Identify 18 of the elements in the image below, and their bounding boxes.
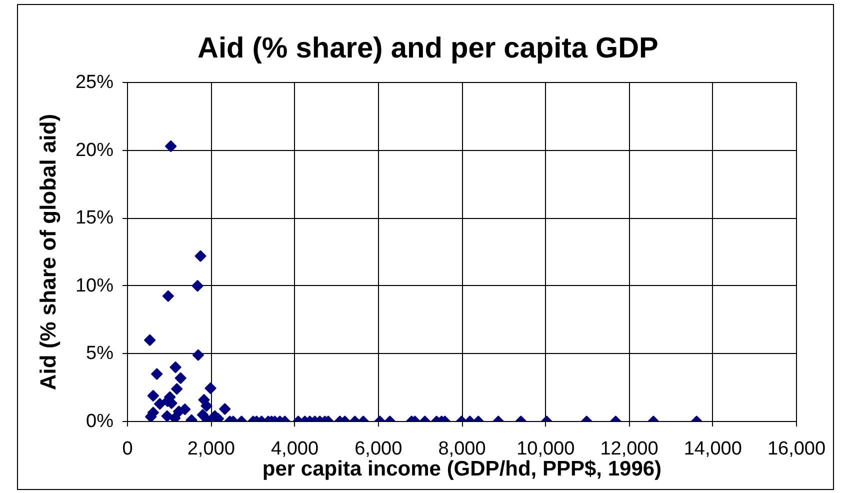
x-tick-label: 16,000	[767, 438, 826, 460]
x-axis-title: per capita income (GDP/hd, PPP$, 1996)	[262, 458, 662, 480]
x-tick-label: 8,000	[438, 438, 486, 460]
x-tick-label: 6,000	[354, 438, 402, 460]
y-tick-label: 20%	[75, 140, 114, 161]
y-tick-label: 10%	[75, 275, 114, 296]
x-tick-label: 12,000	[600, 438, 658, 460]
x-tick-label: 10,000	[516, 438, 575, 460]
y-tick-label: 15%	[75, 208, 114, 229]
x-tick-label: 0	[122, 438, 133, 460]
y-axis-title: Aid (% share of global aid)	[35, 114, 60, 390]
y-tick-label: 25%	[75, 72, 114, 93]
y-tick-label: 0%	[86, 411, 114, 432]
chart-title: Aid (% share) and per capita GDP	[198, 32, 658, 64]
x-tick-label: 4,000	[270, 438, 319, 460]
y-tick-label: 5%	[86, 343, 114, 364]
x-tick-label: 14,000	[684, 438, 742, 460]
x-tick-label: 2,000	[187, 438, 235, 460]
